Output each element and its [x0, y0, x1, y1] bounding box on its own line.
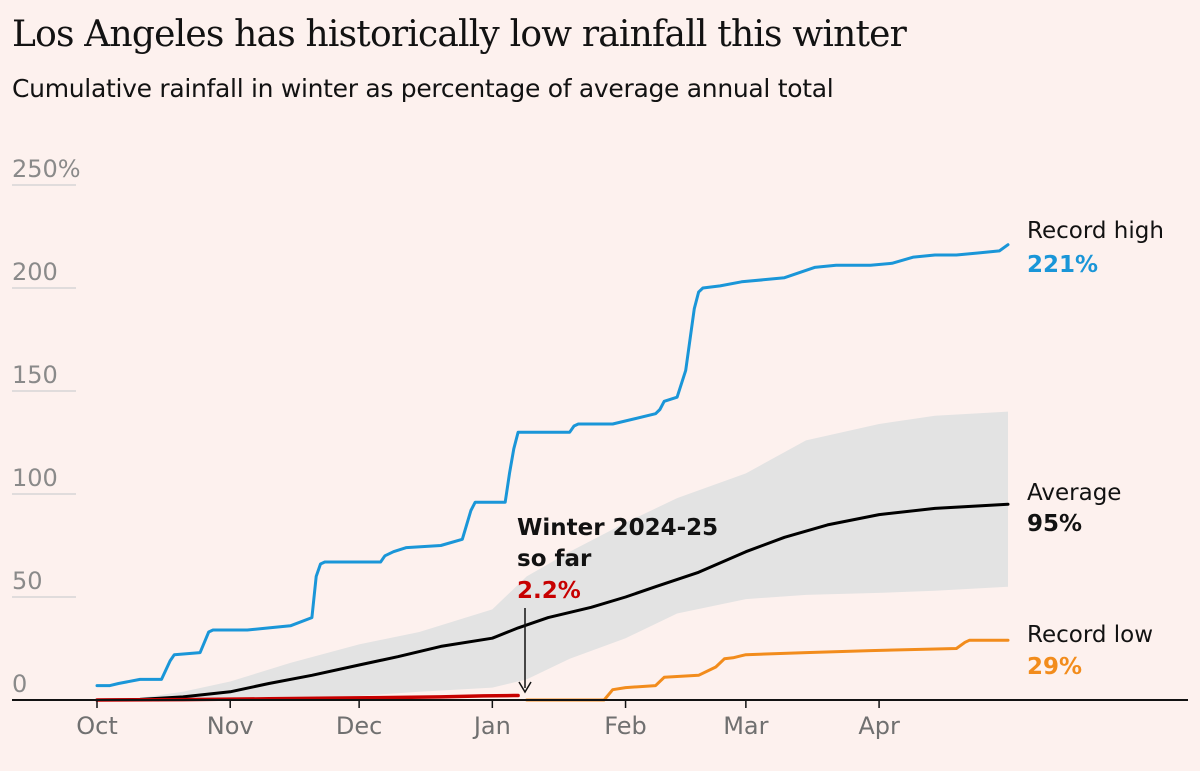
- x-tick-label: Nov: [207, 712, 254, 740]
- record-low-value: 29%: [1027, 654, 1082, 680]
- chart-title: Los Angeles has historically low rainfal…: [12, 14, 907, 55]
- x-tick-label: Apr: [858, 712, 900, 740]
- y-tick-label: 100: [12, 464, 58, 492]
- x-tick-label: Oct: [76, 712, 118, 740]
- current-label-line2: so far: [517, 546, 592, 572]
- y-tick-label: 0: [12, 670, 27, 698]
- typical-range-band: [97, 411, 1008, 700]
- y-tick-label: 50: [12, 567, 43, 595]
- x-axis-ticks: Oct Nov Dec Jan Feb Mar Apr: [76, 700, 900, 740]
- x-tick-label: Mar: [723, 712, 768, 740]
- annotation-arrow-head: [518, 681, 532, 694]
- y-tick-label: 200: [12, 258, 58, 286]
- current-label-line1: Winter 2024-25: [517, 515, 718, 541]
- record-high-value: 221%: [1027, 252, 1098, 278]
- average-value: 95%: [1027, 511, 1082, 537]
- series-lines: [95, 243, 1010, 702]
- record-low-line: [525, 638, 1010, 702]
- record-high-label: Record high: [1027, 218, 1164, 244]
- x-tick-label: Dec: [336, 712, 382, 740]
- y-tick-label: 250%: [12, 155, 81, 183]
- gridlines: [12, 184, 76, 598]
- x-tick-label: Jan: [472, 712, 511, 740]
- x-tick-label: Feb: [604, 712, 647, 740]
- record-high-line: [95, 243, 1010, 688]
- y-tick-label: 150: [12, 361, 58, 389]
- chart-subtitle: Cumulative rainfall in winter as percent…: [12, 74, 834, 103]
- average-line: [95, 502, 1010, 702]
- record-low-label: Record low: [1027, 622, 1153, 648]
- average-label: Average: [1027, 480, 1121, 506]
- current-value: 2.2%: [517, 578, 581, 604]
- y-axis-ticks: 0 50 100 150 200 250%: [12, 155, 81, 698]
